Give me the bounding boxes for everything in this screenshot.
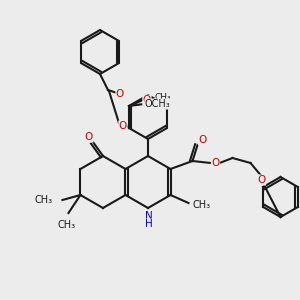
Text: O: O <box>198 135 207 145</box>
Text: O: O <box>116 89 124 99</box>
Text: O: O <box>257 175 266 185</box>
Text: CH₃: CH₃ <box>34 195 52 205</box>
Text: O: O <box>143 95 151 105</box>
Text: OCH₃: OCH₃ <box>145 99 171 109</box>
Text: H: H <box>145 219 153 229</box>
Text: O: O <box>119 121 127 131</box>
Text: N: N <box>145 211 153 221</box>
Text: CH₃: CH₃ <box>57 220 76 230</box>
Text: O: O <box>85 132 93 142</box>
Text: CH₃: CH₃ <box>155 92 172 101</box>
Text: CH₃: CH₃ <box>193 200 211 210</box>
Text: O: O <box>212 158 220 168</box>
